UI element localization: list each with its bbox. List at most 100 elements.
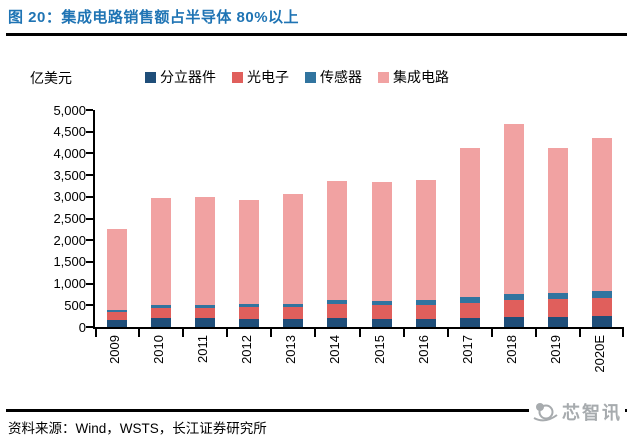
bar-segment-光电子	[503, 300, 524, 317]
y-axis-tick	[86, 195, 93, 198]
y-axis-tick-label: 4,500	[53, 124, 86, 140]
bar-segment-集成电路	[459, 148, 480, 298]
bar-2015	[371, 181, 392, 327]
x-axis-label: 2018	[503, 335, 519, 364]
y-axis-tick	[86, 239, 93, 242]
y-axis-tick-label: 500	[64, 297, 86, 313]
bar-2017	[459, 148, 480, 327]
bar-segment-分立器件	[547, 316, 568, 327]
bar-segment-集成电路	[547, 148, 568, 293]
y-axis-tick-label: 3,500	[53, 167, 86, 183]
bar-segment-传感器	[151, 304, 172, 308]
bar-2019	[547, 148, 568, 327]
bar-segment-传感器	[371, 300, 392, 305]
legend-swatch	[378, 71, 389, 83]
y-axis-tick	[86, 152, 93, 155]
source-note: 资料来源：Wind，WSTS，长江证券研究所	[8, 421, 267, 436]
bar-segment-光电子	[591, 297, 612, 317]
legend-item-集成电路: 集成电路	[378, 67, 449, 87]
bar-segment-光电子	[459, 302, 480, 318]
bar-segment-集成电路	[107, 228, 128, 310]
bar-segment-分立器件	[327, 318, 348, 327]
x-axis-tick	[226, 329, 229, 337]
x-axis-label: 2014	[327, 335, 343, 364]
bar-segment-集成电路	[283, 194, 304, 304]
bar-segment-分立器件	[459, 317, 480, 327]
x-axis-tick	[358, 329, 361, 337]
bar-segment-光电子	[283, 307, 304, 320]
bar-segment-集成电路	[371, 181, 392, 301]
bar-segment-分立器件	[283, 319, 304, 327]
bar-2016	[415, 179, 436, 327]
x-axis-label: 2015	[371, 335, 387, 364]
bar-segment-光电子	[195, 308, 216, 319]
x-axis-label: 2010	[151, 335, 167, 364]
bar-segment-集成电路	[591, 138, 612, 292]
y-axis-tick	[86, 109, 93, 111]
bar-2009	[107, 228, 128, 327]
x-axis-tick	[534, 329, 537, 337]
y-axis-tick-label: 1,000	[53, 276, 86, 292]
bar-2013	[283, 194, 304, 327]
x-axis-label: 2017	[459, 335, 475, 364]
x-axis-label: 2012	[239, 335, 255, 364]
legend-label: 集成电路	[393, 69, 449, 85]
bar-segment-集成电路	[151, 197, 172, 305]
bar-segment-分立器件	[415, 318, 436, 327]
y-axis-labels: 5,000 4,500 4,000 3,500 3,000 2,500 2,000 1,500…	[28, 103, 86, 335]
y-axis-tick-label: 2,000	[53, 232, 86, 248]
y-axis-tick-label: 5,000	[53, 102, 86, 118]
legend-item-分立器件: 分立器件	[145, 67, 216, 87]
y-axis-tick-label: 1,500	[53, 254, 86, 270]
x-axis-tick	[446, 329, 449, 337]
plot-area	[86, 109, 624, 337]
bar-segment-光电子	[239, 307, 260, 319]
y-axis-tick	[86, 174, 93, 177]
x-axis-tick	[314, 329, 317, 337]
bar-2018	[503, 123, 524, 327]
bar-segment-光电子	[371, 304, 392, 319]
y-axis-tick	[86, 217, 93, 220]
bar-segment-传感器	[327, 300, 348, 304]
legend-label: 光电子	[247, 69, 289, 85]
x-axis-tick	[95, 329, 97, 337]
y-axis-tick	[86, 260, 93, 263]
y-axis-tick	[86, 326, 93, 328]
bar-2020E	[591, 138, 612, 327]
x-axis-tick	[182, 329, 185, 337]
bar-segment-分立器件	[195, 318, 216, 327]
bar-segment-分立器件	[107, 320, 128, 327]
bar-segment-光电子	[107, 311, 128, 321]
x-axis-tick	[490, 329, 493, 337]
x-axis-label: 2013	[283, 335, 299, 364]
y-axis-unit-label: 亿美元	[30, 70, 72, 86]
bar-segment-传感器	[591, 291, 612, 298]
y-axis-tick	[86, 130, 93, 133]
bar-segment-集成电路	[327, 181, 348, 301]
bar-2011	[195, 197, 216, 327]
x-axis-tick	[622, 329, 624, 337]
bar-segment-传感器	[547, 292, 568, 299]
x-axis-tick	[270, 329, 273, 337]
legend-item-传感器: 传感器	[305, 67, 362, 87]
bar-2010	[151, 197, 172, 327]
chip-mascot-icon	[533, 403, 558, 422]
y-axis-tick-label: 2,500	[53, 211, 86, 226]
x-axis-label: 2016	[415, 335, 431, 364]
y-axis-tick	[86, 304, 93, 307]
bar-segment-传感器	[195, 305, 216, 309]
bar-segment-集成电路	[239, 200, 260, 305]
legend-swatch	[145, 71, 156, 83]
bar-segment-光电子	[547, 298, 568, 317]
bar-segment-分立器件	[371, 318, 392, 327]
x-axis-tick	[402, 329, 405, 337]
watermark-logo: 芯智讯	[529, 399, 625, 425]
y-axis-tick	[86, 282, 93, 285]
y-axis-tick-label: 0	[78, 319, 86, 335]
bar-segment-分立器件	[503, 316, 524, 327]
x-axis-label: 2011	[195, 335, 211, 363]
legend-swatch	[232, 71, 243, 83]
legend-label: 传感器	[320, 69, 362, 85]
bar-segment-光电子	[327, 303, 348, 319]
